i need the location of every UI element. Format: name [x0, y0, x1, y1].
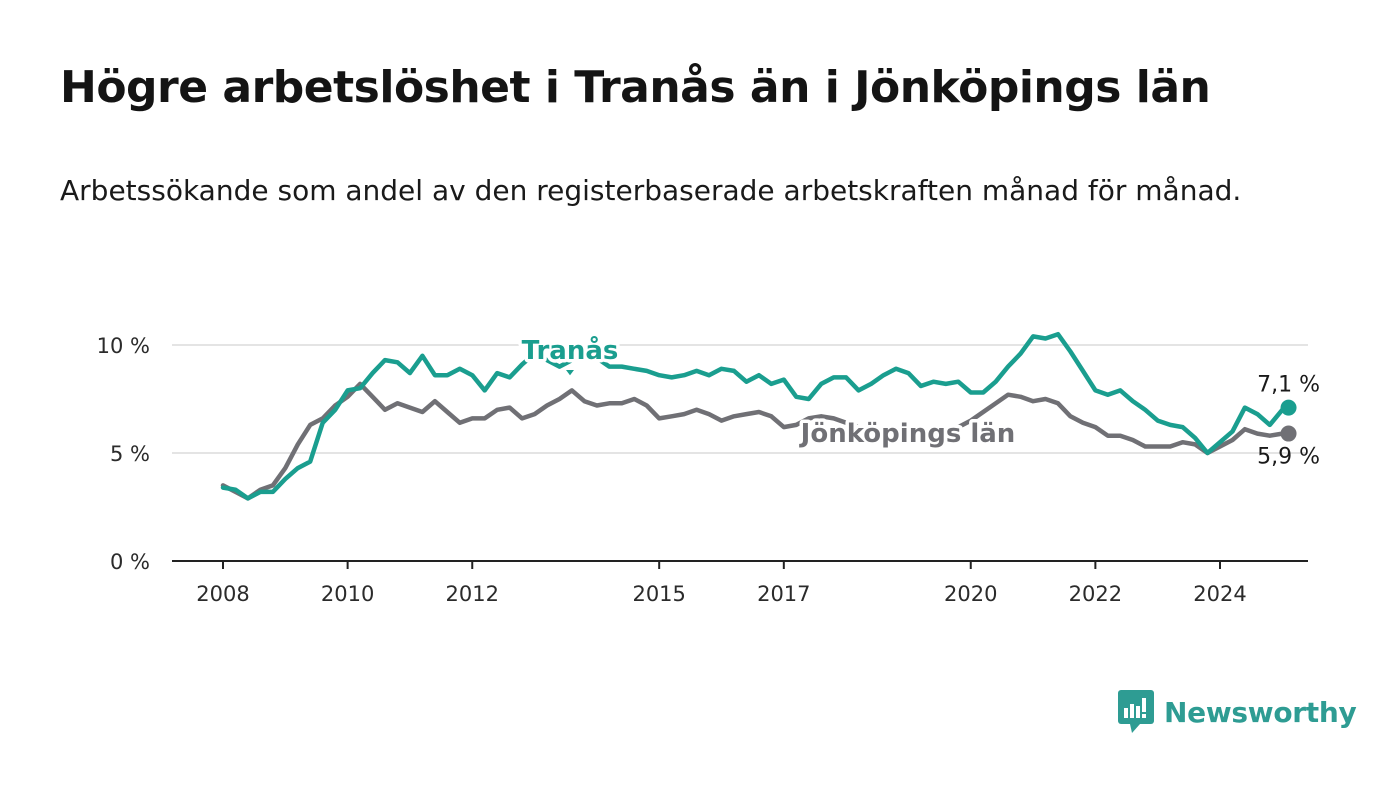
x-tick-label: 2015 [632, 582, 685, 606]
newsworthy-logo-icon [1118, 690, 1154, 733]
end-label-jonkopings-lan: 5,9 % [1257, 445, 1320, 470]
x-tick-label: 2022 [1069, 582, 1122, 606]
y-tick-label: 0 % [110, 550, 150, 574]
x-tick-label: 2017 [757, 582, 810, 606]
x-tick-label: 2008 [196, 582, 249, 606]
x-tick-label: 2012 [446, 582, 499, 606]
series-labels: 7,1 % 5,9 % Tranås Jönköpings län [518, 331, 1320, 470]
x-tick-label: 2020 [944, 582, 997, 606]
gridlines [172, 344, 1308, 454]
brand-name: Newsworthy [1164, 695, 1357, 729]
series-label-jonkopings-lan: Jönköpings län [799, 419, 1016, 449]
newsworthy-logo: Newsworthy [1118, 690, 1357, 734]
y-tick-label: 10 % [97, 334, 150, 358]
x-tick-label: 2024 [1193, 582, 1246, 606]
y-tick-label: 5 % [110, 442, 150, 466]
series-label-tranas-pointer [562, 368, 578, 379]
series-line-jonkopings-lan [220, 381, 1291, 501]
series-lines [220, 331, 1297, 501]
axes: 0 % 5 % 10 % 2008 2010 2012 2015 2017 2020 2022 20… [97, 334, 1308, 606]
end-label-tranas: 7,1 % [1257, 373, 1320, 398]
x-tick-label: 2010 [321, 582, 374, 606]
chart-subtitle: Arbetssökande som andel av den registerb… [60, 174, 1242, 207]
end-point-marker [1280, 399, 1297, 416]
series-label-tranas: Tranås [522, 334, 619, 366]
series-line-tranas [220, 331, 1291, 501]
chart-title: Högre arbetslöshet i Tranås än i Jönköpi… [60, 62, 1211, 113]
end-point-marker [1280, 425, 1297, 442]
